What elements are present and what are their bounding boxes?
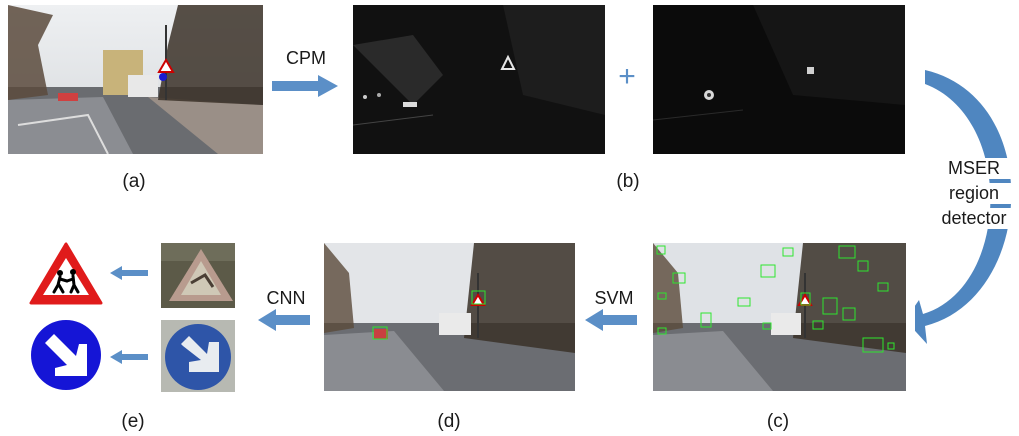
caption-c: (c) xyxy=(766,411,790,432)
left-arrow-icon xyxy=(110,266,148,280)
mser-label-line2: region xyxy=(930,183,1018,204)
mser-label-line3: detector xyxy=(930,208,1018,229)
panel-d-svm-detections xyxy=(324,243,575,391)
panel-c-mser-candidates xyxy=(653,243,906,391)
caption-b: (b) xyxy=(616,171,640,192)
caption-d: (d) xyxy=(437,411,461,432)
svm-label: SVM xyxy=(594,288,634,308)
keep-right-sign-icon xyxy=(29,318,103,392)
patch-warning-sign xyxy=(161,243,235,308)
panel-b-saliency-map-2 xyxy=(653,5,905,154)
curved-arrow-icon xyxy=(915,70,1012,344)
panel-a-original-image xyxy=(8,5,263,154)
panel-b-saliency-map-1 xyxy=(353,5,605,154)
cnn-label: CNN xyxy=(266,288,306,308)
mser-label-line1: MSER xyxy=(930,158,1018,179)
left-arrow-icon xyxy=(110,350,148,364)
left-arrow-icon xyxy=(585,309,637,331)
children-crossing-sign-icon xyxy=(29,241,103,307)
plus-sign: + xyxy=(618,60,636,93)
caption-e: (e) xyxy=(121,411,145,432)
right-arrow-icon xyxy=(272,75,338,97)
cpm-label: CPM xyxy=(286,48,326,68)
left-arrow-icon xyxy=(258,309,310,331)
caption-a: (a) xyxy=(122,171,146,192)
patch-direction-sign xyxy=(161,320,235,392)
